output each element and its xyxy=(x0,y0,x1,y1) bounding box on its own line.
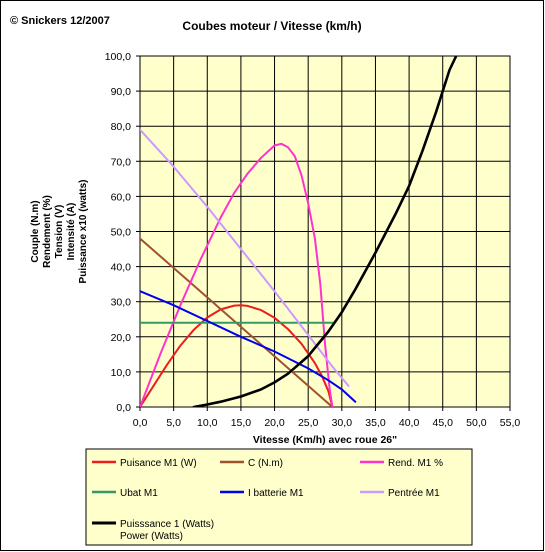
legend-label: Ubat M1 xyxy=(120,488,158,499)
y-axis-label-line: Rendement (%) xyxy=(42,195,53,268)
x-tick-label: 25,0 xyxy=(298,417,319,429)
legend-label-secondary: Power (Watts) xyxy=(120,531,183,542)
x-tick-label: 5,0 xyxy=(166,417,181,429)
x-tick-label: 55,0 xyxy=(500,417,521,429)
y-tick-label: 30,0 xyxy=(111,297,132,309)
x-tick-label: 0,0 xyxy=(133,417,148,429)
y-axis-label-line: Intensité (A) xyxy=(66,203,77,261)
x-tick-label: 45,0 xyxy=(433,417,454,429)
x-tick-label: 40,0 xyxy=(399,417,420,429)
y-tick-label: 0,0 xyxy=(116,402,131,414)
series-group xyxy=(140,56,458,407)
y-axis-label-line: Tension (V) xyxy=(54,205,65,259)
y-tick-label: 50,0 xyxy=(111,227,132,239)
y-axis-label-line: Puissance x10 (watts) xyxy=(78,180,89,284)
legend-label: C (N.m) xyxy=(248,458,283,469)
x-tick-label: 50,0 xyxy=(466,417,487,429)
x-tick-label: 20,0 xyxy=(264,417,285,429)
y-tick-label: 10,0 xyxy=(111,367,132,379)
series-line-1 xyxy=(140,304,334,407)
x-tick-label: 15,0 xyxy=(231,417,252,429)
chart-title: Coubes moteur / Vitesse (km/h) xyxy=(182,19,361,33)
legend-label: Puisssance 1 (Watts) xyxy=(120,519,214,530)
y-tick-label: 70,0 xyxy=(111,156,132,168)
plot-border xyxy=(139,55,511,408)
plot-area: 0,0 5,0 10,0 15,0 20,0 25,0 30,0 35,0 40,0 45,0 50… xyxy=(105,51,521,429)
y-tick-label: 90,0 xyxy=(111,86,132,98)
y-axis-label-group: Couple (N.m) Rendement (%) Tension (V) Inte… xyxy=(30,180,89,284)
legend-box xyxy=(85,448,473,546)
legend-label: Pentrée M1 xyxy=(388,488,440,499)
legend-label: Puisance M1 (W) xyxy=(120,458,197,469)
copyright-text: © Snickers 12/2007 xyxy=(10,15,110,27)
y-tick-label: 80,0 xyxy=(111,121,132,133)
y-tick-label: 100,0 xyxy=(105,51,131,63)
legend-label: Rend. M1 % xyxy=(388,458,443,469)
y-tick-label: 20,0 xyxy=(111,332,132,344)
y-tick-label: 40,0 xyxy=(111,262,132,274)
x-tick-label: 10,0 xyxy=(197,417,218,429)
series-line-6 xyxy=(140,128,350,387)
series-line-5 xyxy=(140,290,357,403)
y-tick-label: 60,0 xyxy=(111,191,132,203)
legend-label: I batterie M1 xyxy=(248,488,304,499)
y-axis-label-line: Couple (N.m) xyxy=(30,200,41,262)
x-tick-label: 35,0 xyxy=(365,417,386,429)
x-axis-label: Vitesse (Km/h) avec roue 26" xyxy=(253,434,397,446)
x-tick-label: 30,0 xyxy=(332,417,353,429)
series-line-7 xyxy=(192,56,458,407)
series-line-3 xyxy=(140,142,334,407)
legend: Puisance M1 (W) C (N.m) Rend. M1 % Ubat M1 I… xyxy=(85,448,473,546)
